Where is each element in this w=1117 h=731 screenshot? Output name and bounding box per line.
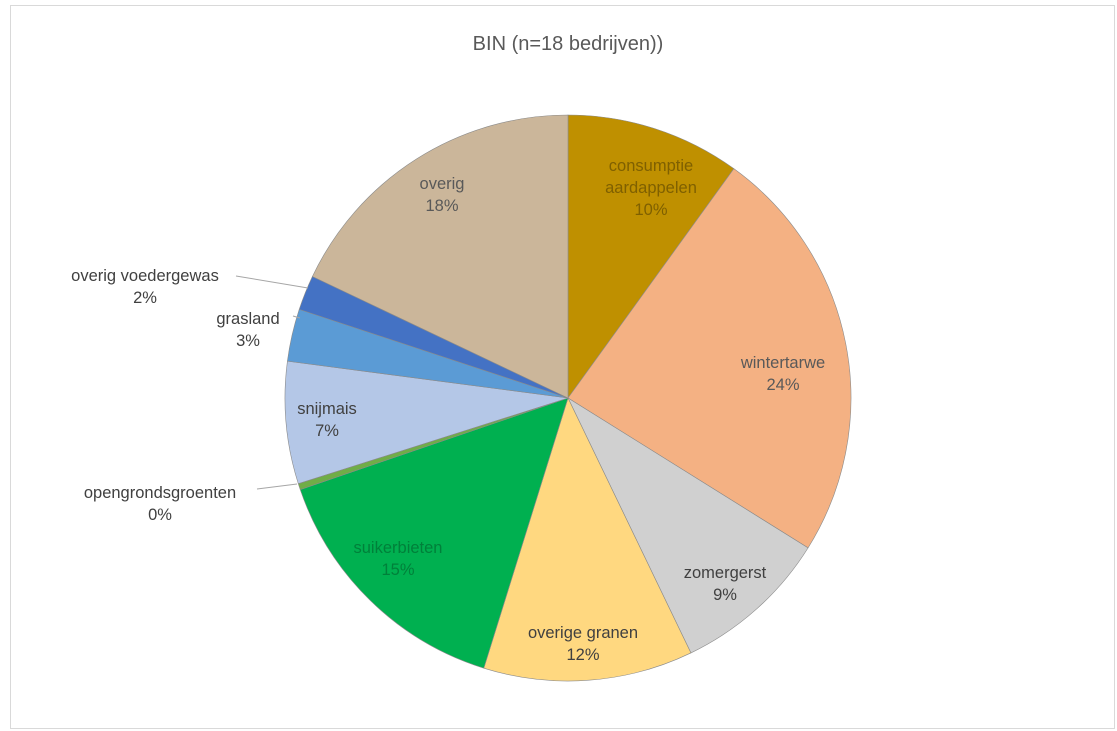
- slice-name-label: opengrondsgroenten: [84, 484, 236, 502]
- slice-name-label: overig voedergewas: [71, 267, 219, 285]
- slice-name-label: zomergerst: [684, 564, 767, 582]
- leader-line-opengrondsgroenten: [256, 483, 298, 490]
- slice-value-label: 2%: [133, 289, 157, 307]
- pie-slices: [284, 114, 852, 682]
- slice-name-label: suikerbieten: [354, 539, 443, 557]
- leader-line-overig-voedergewas: [235, 275, 309, 289]
- pie-slice-suikerbieten: [299, 397, 569, 669]
- slice-label-opengrondsgroenten: opengrondsgroenten 0%: [84, 484, 236, 524]
- slice-value-label: 24%: [766, 376, 799, 394]
- slice-value-label: 12%: [566, 646, 599, 664]
- slice-value-label: 3%: [236, 332, 260, 350]
- slice-label-overig-voedergewas: overig voedergewas 2%: [71, 267, 219, 307]
- slice-name-label: overig: [420, 175, 465, 193]
- slice-value-label: 9%: [713, 586, 737, 604]
- slice-value-label: 15%: [381, 561, 414, 579]
- pie-slice-snijmais: [284, 360, 569, 485]
- slice-value-label: 7%: [315, 422, 339, 440]
- chart-title: BIN (n=18 bedrijven)): [473, 33, 664, 55]
- pie-slice-consumptie-aardappelen: [567, 114, 735, 399]
- pie-slice-overige-granen: [483, 397, 692, 682]
- slice-name-label: grasland: [216, 310, 279, 328]
- slice-labels: consumptie aardappelen 10% wintertarwe 24% zo…: [71, 157, 825, 664]
- slice-label-suikerbieten: suikerbieten 15%: [354, 539, 443, 579]
- slice-label-snijmais: snijmais 7%: [297, 400, 357, 440]
- slice-label-zomergerst: zomergerst 9%: [684, 564, 767, 604]
- slice-value-label: 18%: [425, 197, 458, 215]
- pie-slice-wintertarwe: [567, 168, 852, 549]
- slice-name-label: overige granen: [528, 624, 638, 642]
- pie-slice-zomergerst: [567, 397, 809, 654]
- pie-slice-overig: [312, 114, 569, 399]
- slice-name-label: wintertarwe: [740, 354, 825, 372]
- slice-value-label: 0%: [148, 506, 172, 524]
- slice-value-label: 10%: [634, 201, 667, 219]
- slice-label-consumptie-aardappelen: consumptie aardappelen 10%: [605, 157, 697, 219]
- slice-label-wintertarwe: wintertarwe 24%: [740, 354, 825, 394]
- slice-name-label: snijmais: [297, 400, 357, 418]
- leader-line-grasland: [292, 315, 301, 319]
- slice-label-overig: overig 18%: [420, 175, 465, 215]
- leader-lines: [235, 275, 309, 490]
- slice-name-label: aardappelen: [605, 179, 697, 197]
- slice-name-label: consumptie: [609, 157, 693, 175]
- slice-label-grasland: grasland 3%: [216, 310, 279, 350]
- slice-label-overige-granen: overige granen 12%: [528, 624, 638, 664]
